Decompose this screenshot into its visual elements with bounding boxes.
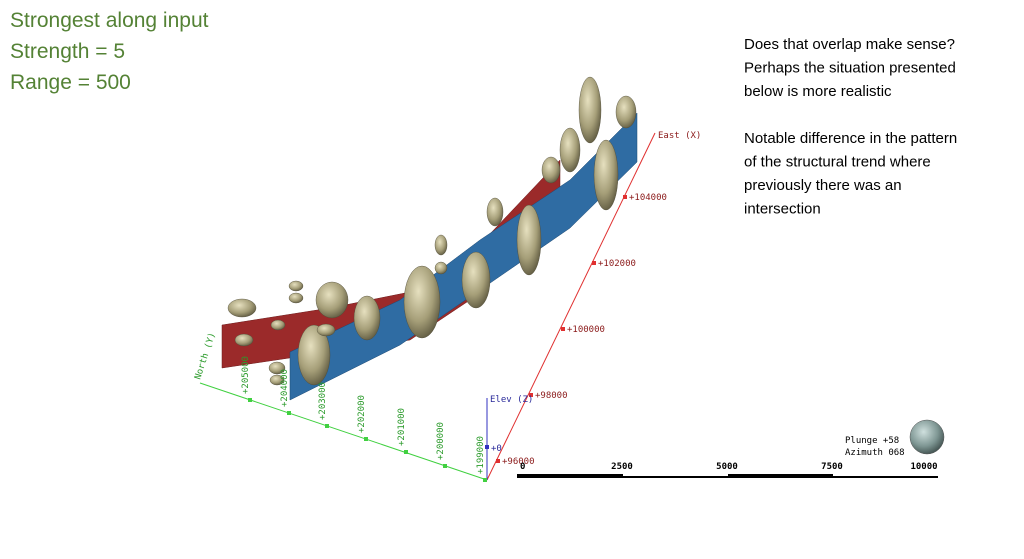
note-line: below is more realistic [744, 83, 892, 100]
blue-plane [289, 112, 638, 401]
east-tick [592, 261, 596, 265]
north-tick [443, 464, 447, 468]
east-tick-label: +98000 [535, 391, 568, 401]
orientation-sphere [909, 419, 945, 455]
east-tick-label: +96000 [502, 457, 535, 467]
north-tick [325, 424, 329, 428]
scale-bar [517, 474, 938, 478]
scene [199, 76, 945, 481]
east-tick [529, 393, 533, 397]
north-tick-label: +201000 [397, 408, 407, 446]
scale-label: 7500 [821, 462, 843, 472]
note-line: Perhaps the situation presented [744, 60, 956, 77]
note-line: previously there was an [744, 177, 902, 194]
scale-label: 10000 [910, 462, 937, 472]
north-tick-label: +203000 [318, 382, 328, 420]
note-line: of the structural trend where [744, 154, 931, 171]
east-axis-label: East (X) [658, 131, 701, 141]
elev-tick [485, 445, 489, 449]
east-tick [623, 195, 627, 199]
note-line: Notable difference in the pattern [744, 130, 957, 147]
north-tick [364, 437, 368, 441]
north-tick-label: +202000 [357, 395, 367, 433]
east-tick-label: +102000 [598, 259, 636, 269]
north-tick [483, 478, 487, 482]
north-tick [287, 411, 291, 415]
east-axis [486, 132, 656, 481]
north-tick [248, 398, 252, 402]
ellipsoids [227, 76, 637, 386]
east-tick [496, 459, 500, 463]
east-tick-label: +100000 [567, 325, 605, 335]
scale-label: 5000 [716, 462, 738, 472]
east-tick-label: +104000 [629, 193, 667, 203]
note-line: Does that overlap make sense? [744, 36, 955, 53]
heading-line: Range = 500 [10, 71, 131, 94]
heading-line: Strongest along input [10, 9, 209, 32]
north-tick-label: +205000 [241, 356, 251, 394]
heading-line: Strength = 5 [10, 40, 125, 63]
scale-label: 0 [520, 462, 525, 472]
elev-tick-label: +0 [491, 444, 502, 454]
azimuth: Azimuth 068 [845, 448, 905, 458]
east-tick [561, 327, 565, 331]
north-tick-label: +204000 [280, 369, 290, 407]
plunge: Plunge +58 [845, 436, 899, 446]
north-tick-label: +200000 [436, 422, 446, 460]
note-line: intersection [744, 201, 821, 218]
elev-axis-label: Elev (Z) [490, 395, 533, 405]
north-tick-label: +199000 [476, 436, 486, 474]
scale-label: 2500 [611, 462, 633, 472]
north-axis-label: North (Y) [193, 331, 218, 380]
north-tick [404, 450, 408, 454]
north-axis [199, 382, 488, 481]
